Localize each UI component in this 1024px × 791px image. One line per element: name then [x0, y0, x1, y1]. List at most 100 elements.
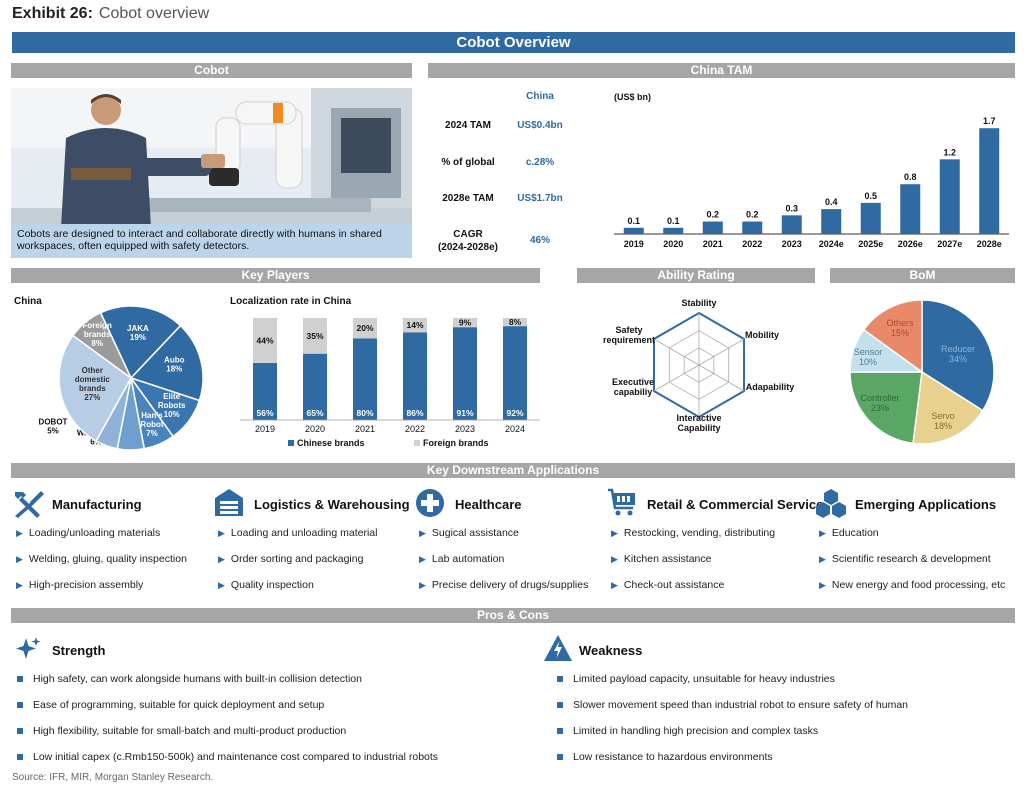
- weakness-item: Limited payload capacity, unsuitable for…: [557, 673, 835, 685]
- tam-bar: [623, 227, 644, 234]
- local-chart-title: Localization rate in China: [230, 296, 352, 307]
- local-x-tick: 2019: [255, 424, 275, 434]
- bullet-triangle-icon: ▶: [819, 528, 826, 538]
- item-text: Limited payload capacity, unsuitable for…: [573, 673, 835, 685]
- bullet-triangle-icon: ▶: [16, 580, 23, 590]
- legend-swatch-foreign: [414, 440, 420, 446]
- tam-bar: [821, 209, 842, 234]
- bullet-triangle-icon: ▶: [16, 528, 23, 538]
- local-bar-label-foreign: 35%: [306, 331, 323, 341]
- tam-bar: [663, 227, 684, 234]
- local-bar-label-foreign: 14%: [406, 320, 423, 330]
- tam-bar: [900, 184, 921, 234]
- key-players-pie-chart: China JAKA 19% Aubo 18% Elite Robots 10%Han's Ro…: [14, 296, 204, 451]
- application-title: Retail & Commercial Service: [647, 497, 824, 512]
- bullet-triangle-icon: ▶: [611, 580, 618, 590]
- weakness-title: Weakness: [579, 643, 643, 658]
- local-bar-label-foreign: 8%: [509, 317, 522, 327]
- tam-x-tick: 2027e: [937, 239, 962, 249]
- weakness-item: Low resistance to hazardous environments: [557, 751, 773, 763]
- players-pie-slice: [99, 305, 182, 380]
- players-pie-label: DOBOT 5%: [39, 418, 68, 436]
- strength-item: High flexibility, suitable for small-bat…: [17, 725, 346, 737]
- section-pros-cons: Pros & Cons: [11, 608, 1015, 623]
- bom-pie-slice: [849, 371, 923, 445]
- section-applications: Key Downstream Applications: [11, 463, 1015, 478]
- local-x-tick: 2022: [405, 424, 425, 434]
- local-x-tick: 2024: [505, 424, 525, 434]
- exhibit-label: Exhibit 26:: [12, 5, 93, 22]
- item-text: Low initial capex (c.Rmb150-500k) and ma…: [33, 751, 439, 763]
- tam-label-2024: 2024 TAM: [445, 120, 491, 131]
- section-bom: BoM: [830, 268, 1015, 283]
- bullet-triangle-icon: ▶: [819, 554, 826, 564]
- strength-item: Ease of programming, suitable for quick …: [17, 699, 324, 711]
- tam-bar-label: 0.4: [825, 197, 838, 207]
- exhibit-title-text: Cobot overview: [98, 5, 210, 22]
- tam-bar-label: 0.5: [864, 191, 877, 201]
- tam-label-2028: 2028e TAM: [442, 193, 494, 204]
- local-bar-label-foreign: 9%: [459, 318, 472, 328]
- players-pie-title: China: [14, 296, 42, 307]
- local-x-tick: 2023: [455, 424, 475, 434]
- tam-bar: [702, 221, 723, 234]
- application-item: ▶ Precise delivery of drugs/supplies: [419, 579, 588, 591]
- players-pie-slice: [58, 334, 132, 442]
- application-item: ▶ Quality inspection: [218, 579, 314, 591]
- tam-x-tick: 2028e: [977, 239, 1002, 249]
- cobot-photo: [11, 88, 412, 258]
- application-item-text: Precise delivery of drugs/supplies: [431, 579, 589, 591]
- application-item: ▶ Welding, gluing, quality inspection: [16, 553, 187, 565]
- local-bar-label-chinese: 65%: [306, 408, 323, 418]
- bullet-square-icon: [557, 728, 563, 735]
- local-bar-label-chinese: 56%: [256, 408, 273, 418]
- bullet-triangle-icon: ▶: [419, 580, 426, 590]
- strength-title: Strength: [52, 643, 106, 658]
- radar-axis-label: Stability: [681, 298, 716, 308]
- medical-cross-icon: [415, 488, 445, 523]
- application-item: ▶ Scientific research & development: [819, 553, 991, 565]
- application-title: Emerging Applications: [855, 497, 997, 512]
- tam-x-tick: 2024e: [819, 239, 844, 249]
- application-item: ▶ Order sorting and packaging: [218, 553, 363, 565]
- application-item-text: Kitchen assistance: [623, 553, 712, 565]
- tam-bar-label: 0.8: [904, 172, 917, 182]
- application-item-text: Order sorting and packaging: [230, 553, 364, 565]
- item-text: Slower movement speed than industrial ro…: [573, 699, 909, 711]
- tam-x-tick: 2023: [782, 239, 802, 249]
- legend-label-chinese: Chinese brands: [297, 438, 365, 448]
- local-bar-label-chinese: 80%: [356, 408, 373, 418]
- local-bar-chinese: [453, 327, 477, 420]
- strength-item: High safety, can work alongside humans w…: [17, 673, 362, 685]
- tam-bar-chart: (US$ bn) 0.1 2019 0.1 2020 0.2 2021 0.2 2022 0.3 2…: [614, 92, 1009, 249]
- tam-label-cagr: CAGR (2024-2028e): [437, 229, 499, 253]
- bullet-square-icon: [557, 754, 563, 761]
- weakness-item: Limited in handling high precision and c…: [557, 725, 818, 737]
- application-item: ▶ Loading/unloading materials: [16, 527, 160, 539]
- bullet-square-icon: [17, 754, 23, 761]
- bom-pie-label: Reducer 34%: [941, 344, 975, 364]
- tam-value-global: c.28%: [525, 157, 555, 168]
- tam-x-tick: 2020: [663, 239, 683, 249]
- bullet-square-icon: [17, 676, 23, 683]
- application-item-text: New energy and food processing, etc: [831, 579, 1006, 591]
- bom-pie-chart: Reducer 34% Servo 18% Controller 23% Sensor 10%…: [849, 299, 995, 445]
- tam-bar-label: 0.2: [746, 210, 759, 220]
- players-pie-slice: [129, 324, 204, 402]
- section-china-tam: China TAM: [428, 63, 1015, 78]
- local-x-tick: 2020: [305, 424, 325, 434]
- tam-x-tick: 2025e: [858, 239, 883, 249]
- source-note: Source: IFR, MIR, Morgan Stanley Researc…: [12, 772, 214, 783]
- bullet-triangle-icon: ▶: [819, 580, 826, 590]
- local-bar-foreign: [503, 318, 527, 327]
- application-item: ▶ Education: [819, 527, 879, 539]
- bullet-square-icon: [17, 728, 23, 735]
- radar-axis-label: Safety requirement: [603, 325, 655, 345]
- tam-bar-label: 0.3: [785, 203, 798, 213]
- application-item-text: Loading and unloading material: [230, 527, 378, 539]
- bullet-triangle-icon: ▶: [218, 554, 225, 564]
- players-pie-label: JAKA 19%: [127, 324, 149, 342]
- radar-spoke: [653, 338, 700, 366]
- application-item-text: Restocking, vending, distributing: [623, 527, 776, 539]
- local-bar-chinese: [253, 362, 277, 420]
